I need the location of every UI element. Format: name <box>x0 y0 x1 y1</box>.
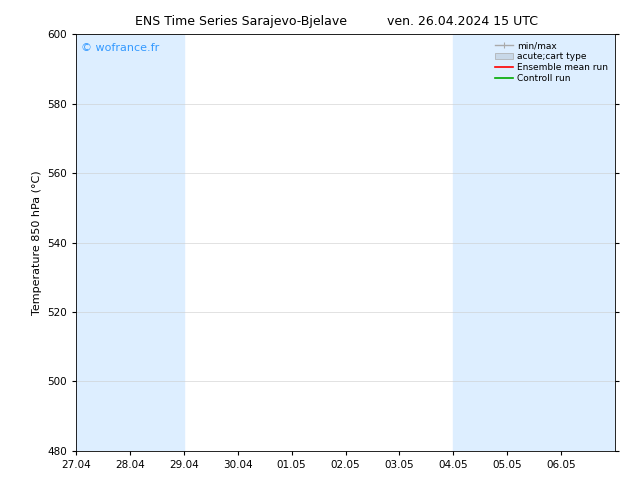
Text: © wofrance.fr: © wofrance.fr <box>81 43 160 52</box>
Text: ENS Time Series Sarajevo-Bjelave: ENS Time Series Sarajevo-Bjelave <box>135 15 347 28</box>
Bar <box>130 34 184 451</box>
Bar <box>76 34 130 451</box>
Bar <box>507 34 561 451</box>
Legend: min/max, acute;cart type, Ensemble mean run, Controll run: min/max, acute;cart type, Ensemble mean … <box>493 39 611 86</box>
Y-axis label: Temperature 850 hPa (°C): Temperature 850 hPa (°C) <box>32 170 42 315</box>
Bar <box>453 34 507 451</box>
Bar <box>561 34 615 451</box>
Text: ven. 26.04.2024 15 UTC: ven. 26.04.2024 15 UTC <box>387 15 538 28</box>
